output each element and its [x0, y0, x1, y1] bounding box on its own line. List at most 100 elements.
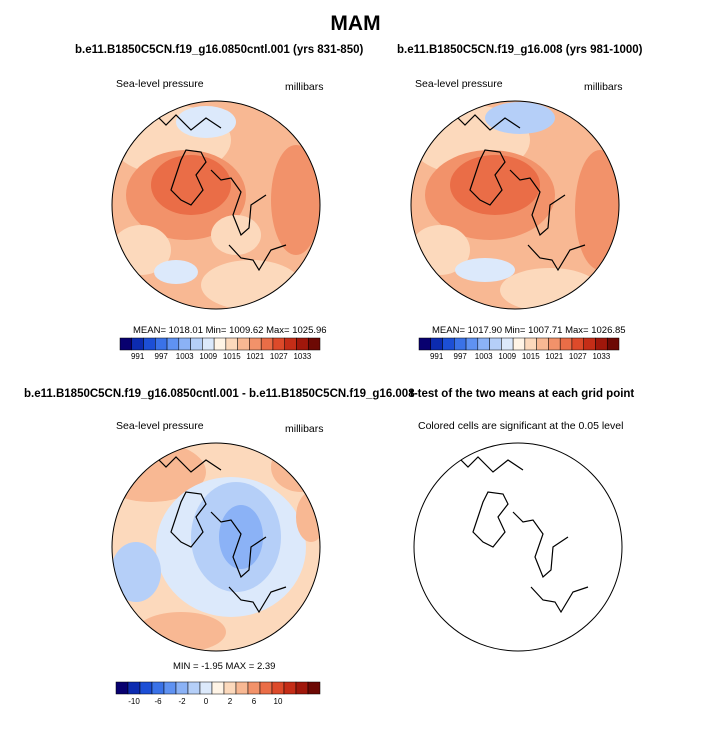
panel2-variable-label: Sea-level pressure — [415, 78, 503, 90]
panel3-coast-greenland — [170, 491, 207, 548]
panel1-colorbar-labels: 991 997 1003 1009 1015 1021 1027 1033 — [120, 352, 320, 364]
panel3-coast-alaska — [228, 586, 287, 614]
panel1-map-border — [111, 100, 321, 310]
panel3-colorbar-swatch — [175, 681, 189, 695]
panel3-colorbar-swatch — [283, 681, 297, 695]
panel3-colorbar-swatch — [211, 681, 225, 695]
panel1-stats: MEAN= 1018.01 Min= 1009.62 Max= 1025.96 — [133, 325, 327, 336]
panel2-polar-map — [410, 100, 620, 310]
panel3-colorbar-swatch — [271, 681, 285, 695]
panel2-colorbar — [418, 337, 620, 351]
panel2-colorbar-swatch — [477, 337, 490, 351]
panel3-colorbar — [115, 681, 321, 695]
panel3-colorbar-swatch — [127, 681, 141, 695]
panel1-field-high-core — [151, 155, 231, 215]
figure-title: MAM — [330, 12, 381, 35]
panel1-coast-russia — [210, 169, 267, 237]
panel1-colorbar-swatch — [178, 337, 191, 351]
panel1-coast-alaska — [228, 244, 287, 272]
panel1-title: b.e11.B1850C5CN.f19_g16.0850cntl.001 (yr… — [75, 44, 364, 56]
panel2-coast-greenland — [469, 149, 506, 206]
panel2-colorbar-swatch — [454, 337, 467, 351]
colorbar-tick-label: 991 — [429, 352, 444, 361]
panel2-coast-alaska — [527, 244, 586, 272]
panel1-colorbar-swatch — [213, 337, 227, 351]
panel4-coast-russia — [512, 511, 569, 579]
panel3-colorbar-labels: -10 -6 -2 0 2 6 10 — [116, 697, 320, 709]
colorbar-tick-label: 1015 — [222, 352, 241, 361]
panel3-colorbar-swatch — [151, 681, 165, 695]
colorbar-tick-label: 997 — [453, 352, 467, 361]
panel1-colorbar-swatch — [143, 337, 156, 351]
panel3-coast-russia — [210, 511, 267, 579]
colorbar-tick-label: 1009 — [498, 352, 517, 361]
colorbar-tick-label: 0 — [203, 697, 209, 706]
panel2-field-east-lobe — [575, 150, 619, 270]
panel1-colorbar-swatch — [119, 337, 133, 351]
colorbar-tick-label: 1015 — [521, 352, 540, 361]
colorbar-tick-label: 1009 — [199, 352, 218, 361]
colorbar-tick-label: 2 — [227, 697, 233, 706]
panel1-variable-label: Sea-level pressure — [116, 78, 204, 90]
panel1-colorbar-swatch — [155, 337, 168, 351]
panel1-colorbar-swatch — [260, 337, 274, 351]
panel1-coast-greenland — [170, 149, 207, 206]
panel1-units-label: millibars — [285, 81, 324, 93]
panel3-colorbar-swatch — [187, 681, 201, 695]
colorbar-tick-label: 1033 — [293, 352, 312, 361]
panel2-field-south — [500, 268, 600, 309]
panel1-colorbar-swatch — [296, 337, 309, 351]
panel3-map-border — [111, 442, 321, 652]
panel3-colorbar-swatch — [199, 681, 213, 695]
panel2-colorbar-swatch — [442, 337, 455, 351]
panel3-stats: MIN = -1.95 MAX = 2.39 — [173, 661, 276, 672]
colorbar-tick-label: 10 — [273, 697, 283, 706]
panel1-coast-north — [150, 109, 222, 131]
panel2-map-border — [410, 100, 620, 310]
panel2-colorbar-swatch — [548, 337, 561, 351]
colorbar-tick-label: 997 — [154, 352, 168, 361]
panel3-field-east-positive — [296, 492, 320, 542]
panel2-colorbar-swatch — [489, 337, 502, 351]
panel1-colorbar-swatch — [237, 337, 250, 351]
panel3-colorbar-swatch — [139, 681, 153, 695]
panel2-field-south-low — [455, 258, 515, 282]
panel2-coast-north — [449, 109, 521, 131]
panel2-colorbar-labels: 991 997 1003 1009 1015 1021 1027 1033 — [419, 352, 619, 364]
panel3-field-south-positive — [136, 612, 226, 651]
panel2-colorbar-swatch — [559, 337, 573, 351]
panel3-colorbar-swatch — [259, 681, 273, 695]
panel4-coast-north — [452, 451, 524, 473]
panel1-colorbar-swatch — [272, 337, 285, 351]
colorbar-tick-label: -10 — [128, 697, 140, 706]
panel3-colorbar-swatch — [307, 681, 321, 695]
panel1-colorbar-swatch — [166, 337, 180, 351]
panel4-field-background — [414, 443, 622, 651]
panel3-colorbar-swatch — [295, 681, 309, 695]
panel2-colorbar-swatch — [583, 337, 596, 351]
panel3-field-west-negative — [112, 542, 161, 602]
panel1-field-north-low — [176, 106, 236, 138]
panel4-coast-greenland — [472, 491, 509, 548]
panel2-coast-russia — [509, 169, 566, 237]
colorbar-tick-label: 1021 — [246, 352, 265, 361]
panel1-polar-map — [111, 100, 321, 310]
panel2-colorbar-swatch — [595, 337, 608, 351]
panel2-units-label: millibars — [584, 81, 623, 93]
panel3-variable-label: Sea-level pressure — [116, 420, 204, 432]
panel1-colorbar-swatch — [190, 337, 203, 351]
panel1-field-east-lobe — [271, 145, 320, 255]
panel1-colorbar-swatch — [131, 337, 144, 351]
panel1-colorbar-swatch — [307, 337, 321, 351]
panel3-coast-north — [150, 451, 222, 473]
panel2-field-north-low — [485, 102, 555, 134]
panel1-colorbar-swatch — [249, 337, 262, 351]
panel2-colorbar-swatch — [465, 337, 479, 351]
colorbar-tick-label: -2 — [178, 697, 186, 706]
panel1-field-south-low — [154, 260, 198, 284]
panel3-units-label: millibars — [285, 423, 324, 435]
panel3-field-negative-min — [219, 505, 263, 569]
panel4-title: t-test of the two means at each grid poi… — [410, 388, 635, 400]
panel3-title: b.e11.B1850C5CN.f19_g16.0850cntl.001 - b… — [24, 388, 415, 400]
panel1-field-center — [211, 215, 261, 255]
